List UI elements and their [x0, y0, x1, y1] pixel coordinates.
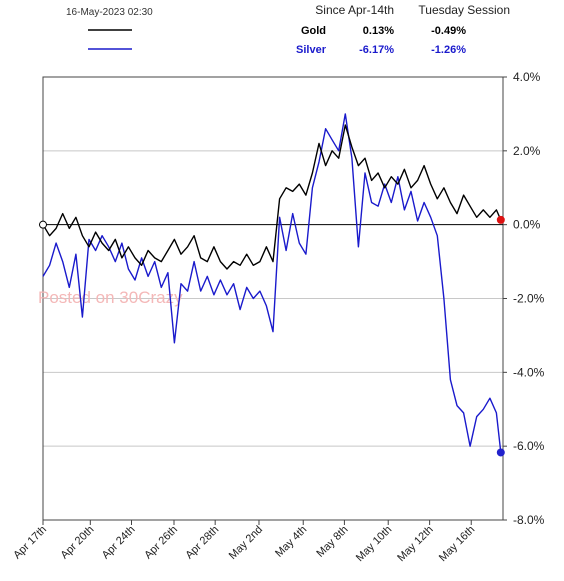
- series-line-silver: [42, 113, 502, 453]
- x-tick-label: May 2nd: [227, 524, 265, 562]
- watermark-text: Posted on 30Crazy: [38, 288, 183, 307]
- gold-end-marker: [496, 215, 505, 224]
- x-tick-label: May 10th: [354, 524, 394, 564]
- x-tick-label: May 16th: [437, 524, 477, 564]
- y-axis: 4.0% 2.0% 0.0% -2.0% -4.0% -6.0% -8.0%: [503, 70, 545, 527]
- header-since: Since Apr-14th: [315, 3, 394, 17]
- x-tick-label: May 4th: [273, 524, 309, 560]
- y-tick-label: 4.0%: [513, 70, 541, 84]
- x-tick-label: May 8th: [314, 524, 350, 560]
- marker-layer: [39, 215, 505, 457]
- start-marker: [39, 220, 47, 229]
- x-tick-label: Apr 26th: [142, 524, 180, 562]
- y-tick-label: -4.0%: [513, 365, 545, 379]
- legend-gold-since: 0.13%: [363, 25, 394, 37]
- y-tick-label: 2.0%: [513, 144, 541, 158]
- legend-silver-since: -6.17%: [359, 44, 394, 56]
- legend-silver-name: Silver: [296, 44, 327, 56]
- series-line-gold: [42, 124, 502, 270]
- x-tick-label: Apr 17th: [11, 524, 49, 562]
- series-layer: [42, 113, 502, 453]
- x-tick-label: Apr 20th: [59, 524, 97, 562]
- y-tick-label: -2.0%: [513, 292, 545, 306]
- legend-silver-session: -1.26%: [431, 44, 466, 56]
- x-tick-label: Apr 24th: [100, 524, 138, 562]
- y-tick-label: -8.0%: [513, 513, 545, 527]
- x-axis: Apr 17th Apr 20th Apr 24th Apr 26th Apr 28th…: [11, 520, 477, 564]
- legend-gold-name: Gold: [301, 25, 326, 37]
- y-tick-label: -6.0%: [513, 439, 545, 453]
- x-tick-label: May 12th: [395, 524, 435, 564]
- legend-gold-session: -0.49%: [431, 25, 466, 37]
- timestamp: 16-May-2023 02:30: [66, 7, 153, 18]
- silver-end-marker: [496, 448, 505, 457]
- x-tick-label: Apr 28th: [183, 524, 221, 562]
- header-session: Tuesday Session: [418, 3, 510, 17]
- y-tick-label: 0.0%: [513, 218, 541, 232]
